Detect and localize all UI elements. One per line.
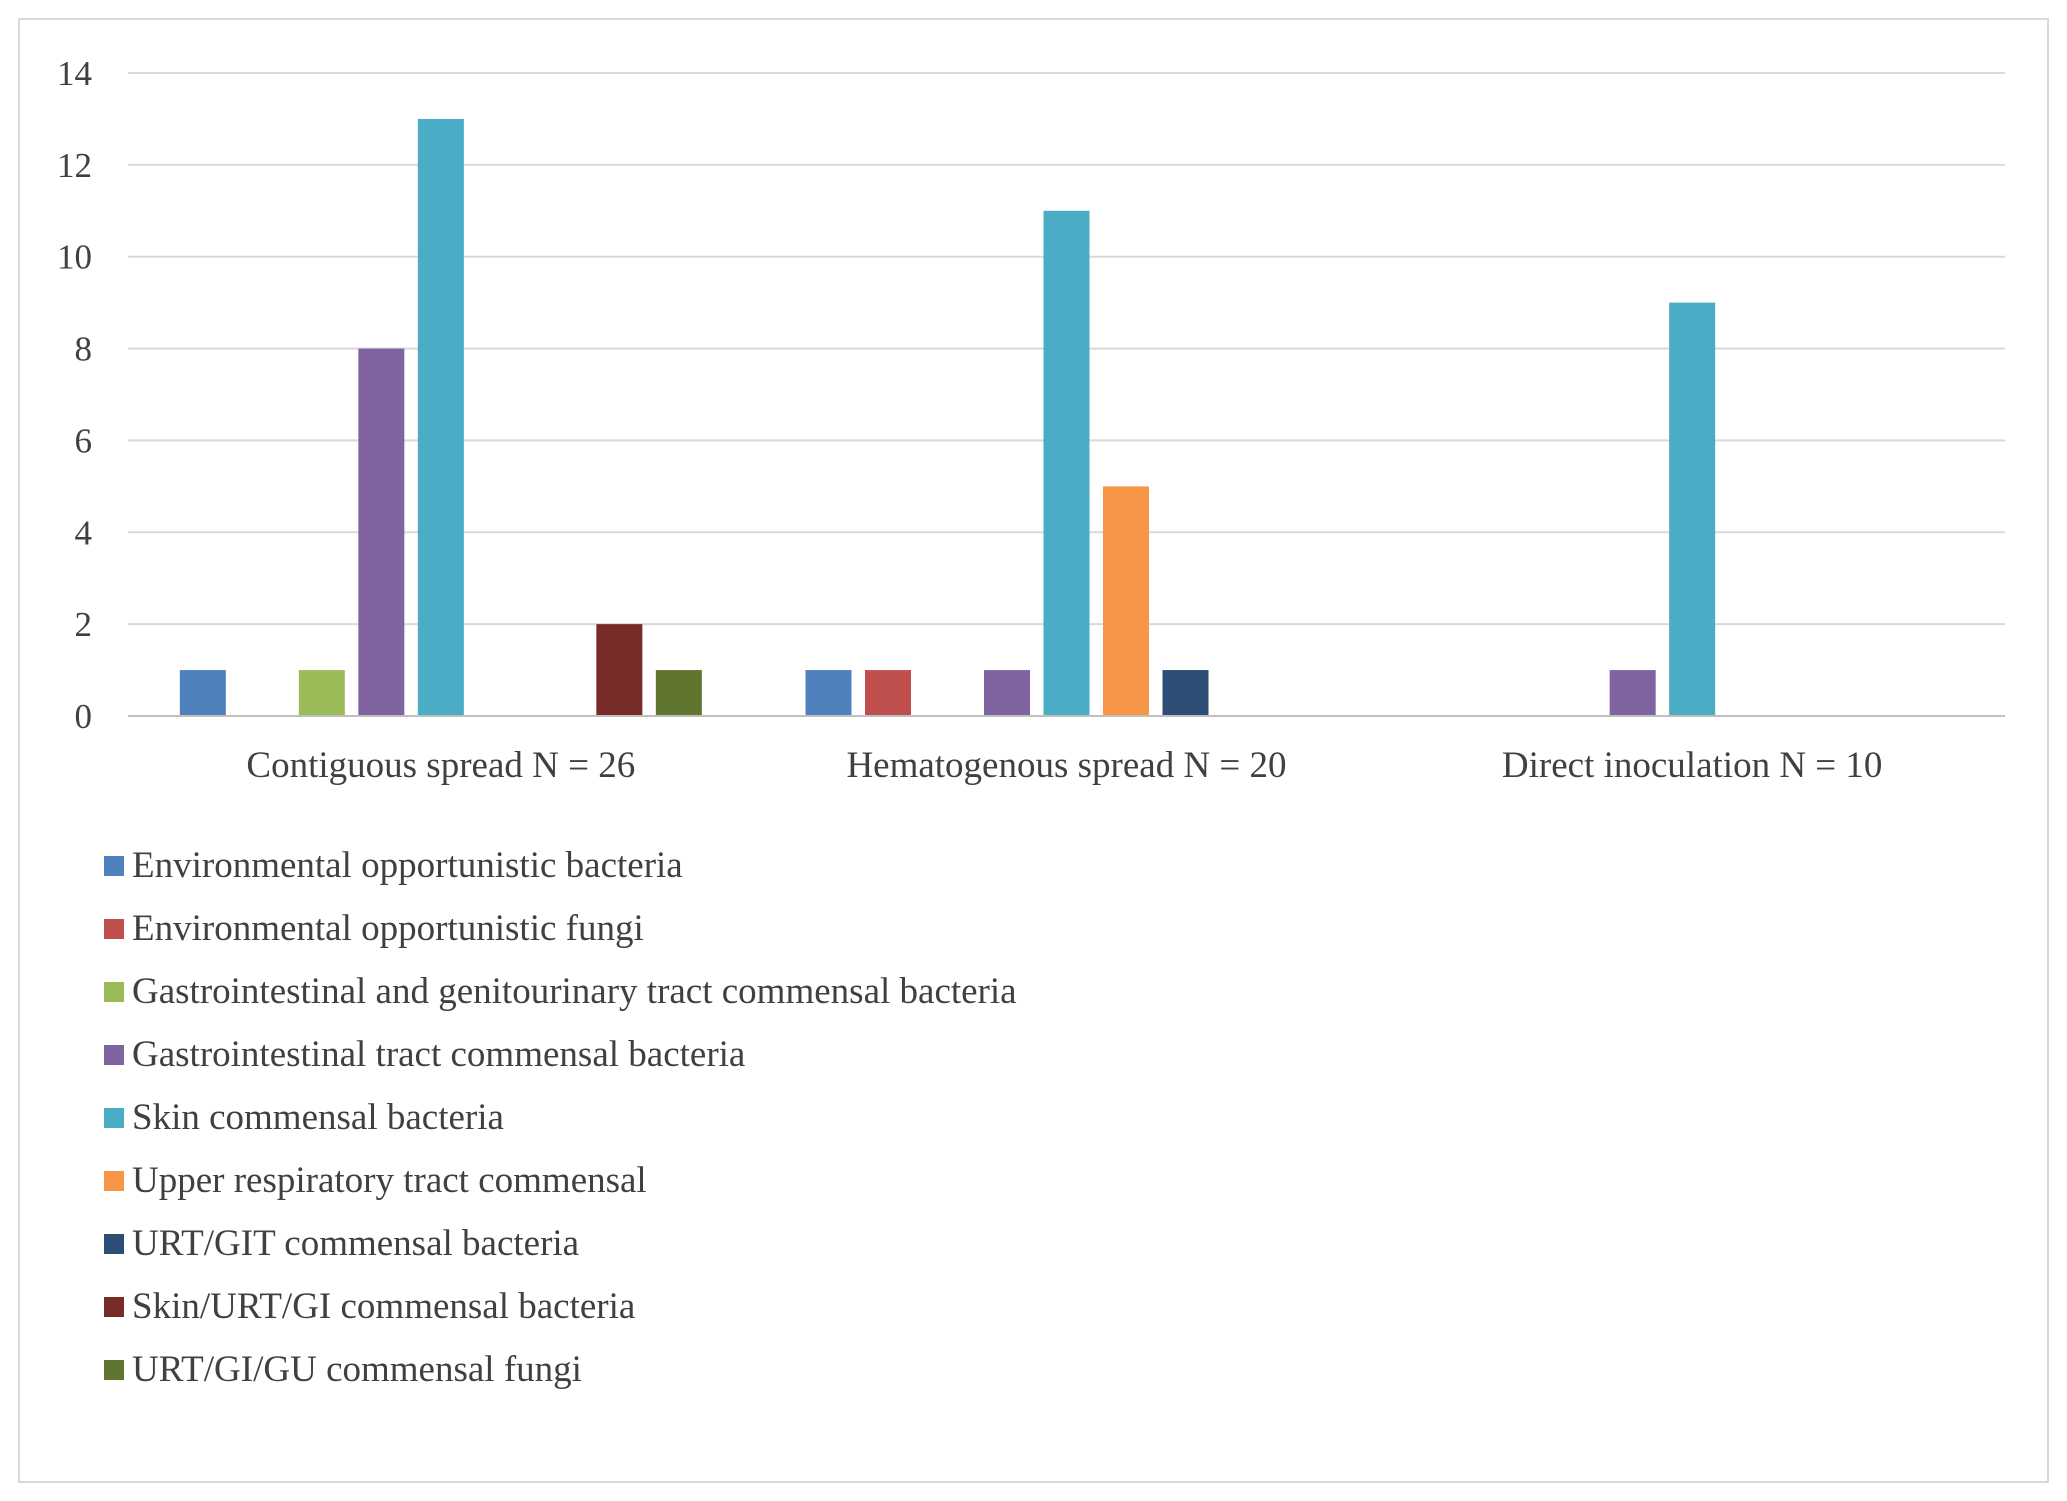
- y-tick-label: 12: [57, 146, 92, 185]
- chart-frame: [18, 18, 2049, 1483]
- bar-1-series-3: [298, 670, 345, 716]
- y-axis-ticks: 0 2 4 6 8 10 12 14: [57, 54, 92, 736]
- legend-label: Gastrointestinal tract commensal bacteri…: [132, 1034, 746, 1075]
- legend-item: Skin/URT/GI commensal bacteria: [104, 1275, 1017, 1338]
- legend-label: Environmental opportunistic fungi: [132, 908, 644, 949]
- x-category-label: Direct inoculation N = 10: [1502, 745, 1883, 786]
- x-category-label: Contiguous spread N = 26: [246, 745, 635, 786]
- legend-item: Upper respiratory tract commensal: [104, 1149, 1017, 1212]
- legend-item: Skin commensal bacteria: [104, 1086, 1017, 1149]
- legend-swatch: [104, 1296, 124, 1317]
- y-tick-label: 10: [57, 238, 92, 277]
- bar-1-series-8: [596, 624, 643, 716]
- legend-swatch: [104, 1170, 124, 1191]
- legend: Environmental opportunistic bacteria Envi…: [104, 834, 1017, 1401]
- legend-item: Gastrointestinal tract commensal bacteri…: [104, 1023, 1017, 1086]
- bar-2-series-7: [1162, 670, 1209, 716]
- legend-label: URT/GI/GU commensal fungi: [132, 1349, 582, 1390]
- legend-label: Skin commensal bacteria: [132, 1097, 504, 1138]
- y-tick-label: 8: [75, 330, 93, 369]
- x-category-label: Hematogenous spread N = 20: [846, 745, 1286, 786]
- bar-2-series-4: [984, 670, 1030, 716]
- legend-label: Skin/URT/GI commensal bacteria: [132, 1286, 636, 1327]
- legend-swatch: [104, 918, 124, 939]
- legend-item: URT/GIT commensal bacteria: [104, 1212, 1017, 1275]
- legend-label: URT/GIT commensal bacteria: [132, 1223, 580, 1264]
- legend-swatch: [104, 1233, 124, 1254]
- x-axis-categories: Contiguous spread N = 26 Hematogenous spr…: [246, 745, 1882, 786]
- bar-1-series-9: [655, 670, 702, 716]
- legend-swatch: [104, 1044, 124, 1065]
- bar-2-series-1: [805, 670, 852, 716]
- legend-item: Environmental opportunistic fungi: [104, 897, 1017, 960]
- legend-swatch: [104, 981, 124, 1002]
- legend-label: Upper respiratory tract commensal: [132, 1160, 647, 1201]
- bar-1-series-1: [179, 670, 226, 716]
- bar-2-series-5: [1043, 210, 1090, 717]
- legend-swatch: [104, 855, 124, 876]
- bar-2-series-6: [1103, 486, 1149, 716]
- bars: [179, 118, 1716, 717]
- bar-3-series-5: [1669, 302, 1716, 716]
- bar-3-series-4: [1609, 670, 1656, 716]
- y-tick-label: 2: [75, 605, 93, 644]
- y-tick-label: 14: [57, 54, 92, 93]
- legend-swatch: [104, 1359, 124, 1380]
- legend-item: URT/GI/GU commensal fungi: [104, 1338, 1017, 1401]
- bar-2-series-2: [865, 670, 911, 716]
- bar-1-series-4: [358, 348, 405, 716]
- legend-item: Environmental opportunistic bacteria: [104, 834, 1017, 897]
- legend-swatch: [104, 1107, 124, 1128]
- y-tick-label: 4: [75, 513, 93, 552]
- legend-label: Gastrointestinal and genitourinary tract…: [132, 971, 1017, 1012]
- legend-label: Environmental opportunistic bacteria: [132, 845, 683, 886]
- legend-item: Gastrointestinal and genitourinary tract…: [104, 960, 1017, 1023]
- y-tick-label: 6: [75, 421, 93, 460]
- y-tick-label: 0: [75, 697, 93, 736]
- bar-1-series-5: [417, 118, 464, 716]
